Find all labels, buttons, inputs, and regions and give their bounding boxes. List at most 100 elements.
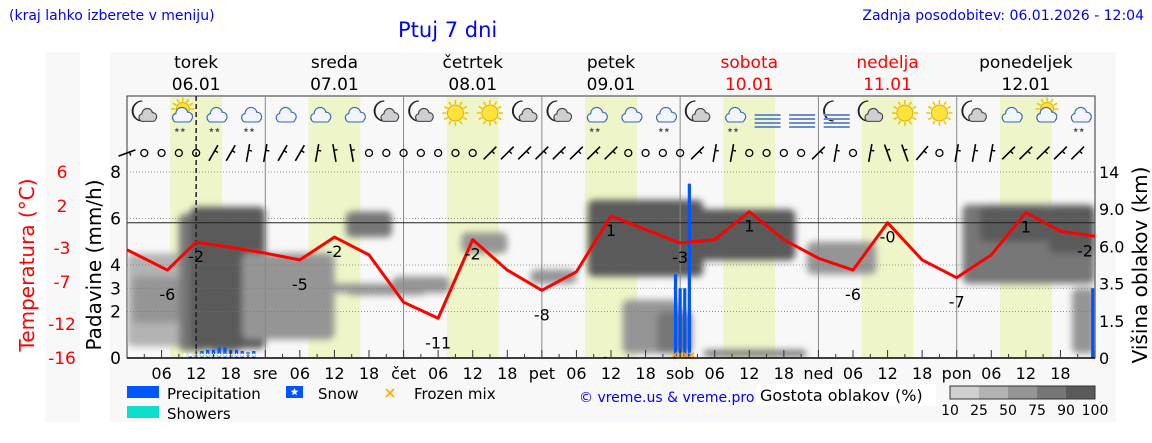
wind-barb [508, 150, 513, 155]
cloud-shape [206, 106, 228, 123]
precip-bar [678, 288, 682, 358]
cloud-icon [621, 106, 643, 123]
hour-tick-label: 18 [635, 364, 655, 383]
day-tick-label: sre [253, 364, 277, 383]
sun-ray [188, 102, 194, 106]
sun-ray [478, 105, 483, 110]
cloud-blob [207, 218, 243, 352]
hour-tick-label: 12 [1016, 364, 1036, 383]
calm-wind-icon [157, 148, 166, 158]
snow-marker [234, 352, 239, 358]
wind-barb [903, 148, 908, 152]
wind-barb [214, 150, 219, 154]
cloud-height-tick: 9.0 [1099, 200, 1124, 219]
sun-disc [930, 104, 948, 122]
sun-shape [442, 100, 469, 126]
wind-barb-icon [332, 143, 338, 163]
wind-shaft [262, 143, 268, 163]
calm-wind-icon [416, 148, 426, 158]
sun-ray [493, 120, 498, 125]
wind-barb-icon [729, 143, 737, 163]
snow-flake [733, 127, 739, 133]
sun-disc [446, 104, 464, 122]
credit-link[interactable]: © vreme.us & vreme.pro [579, 390, 754, 406]
daylight-band [446, 97, 499, 358]
sun-ray [482, 101, 487, 106]
sun-ray [185, 98, 190, 103]
wind-shaft [1018, 146, 1033, 160]
cloud-snow-icon [1070, 106, 1092, 133]
density-tick: 90 [1057, 403, 1075, 419]
temperature-label: -2 [188, 247, 204, 266]
cloud-snow-icon [206, 106, 228, 133]
density-tick: 50 [999, 403, 1017, 419]
temperature-label: 1 [744, 217, 754, 236]
density-swatch [1008, 386, 1037, 399]
sun-ray [443, 116, 449, 121]
calm-wind-icon [796, 148, 806, 158]
calm-wind-icon [848, 148, 858, 158]
temp-axis-title: Temperatura (°C) [15, 178, 39, 352]
cloud-height-tick: 3.5 [1099, 275, 1124, 294]
cloud-icon [344, 106, 366, 123]
snow-legend-star [290, 388, 299, 396]
sun-shape [477, 100, 503, 126]
sun-ray [893, 105, 898, 110]
sun-ray [448, 101, 452, 106]
precip-bar [683, 288, 687, 358]
hour-tick-label: 12 [463, 364, 483, 383]
wind-shaft [729, 143, 735, 163]
cloud-fill [693, 117, 709, 121]
cloud-fill [1072, 117, 1090, 122]
cloud-fill [727, 117, 744, 122]
sun-ray [1040, 98, 1045, 103]
cloud-height-tick: 0 [1099, 349, 1109, 368]
wind-shaft [604, 146, 618, 160]
precip-axis-title: Padavine (mm/h) [82, 179, 106, 350]
cloud-shape [691, 107, 711, 122]
sun-ray [462, 105, 468, 110]
sun-ray [893, 116, 898, 121]
sun-ray [176, 98, 180, 103]
wind-barb [957, 149, 961, 152]
wind-barb-icon [954, 143, 961, 163]
wind-barb-icon [712, 143, 719, 163]
wind-barb-icon [901, 144, 909, 162]
temp-axis-tick: -16 [48, 349, 76, 369]
wind-barb-icon [811, 146, 826, 160]
moon-cloud-icon [511, 100, 538, 122]
sun-ray [943, 101, 947, 106]
cloud-fill [657, 117, 675, 122]
day-name: nedelja [856, 53, 918, 73]
sun-ray [897, 120, 902, 125]
wind-shaft [1070, 146, 1085, 160]
cloud-fill [140, 117, 156, 121]
calm-wind-icon [641, 148, 650, 158]
wind-barb-icon [500, 146, 515, 160]
density-swatch [950, 386, 979, 399]
cloud-icon [275, 106, 297, 123]
calm-wind-icon [745, 148, 754, 158]
wind-shaft [118, 149, 136, 157]
sun-ray [908, 101, 913, 106]
wind-barb [1061, 150, 1066, 155]
sun-ray [462, 116, 468, 121]
wind-shaft [208, 144, 219, 162]
density-title-bg [756, 384, 936, 406]
cloud-shape [415, 107, 434, 122]
wind-barb-icon [569, 146, 584, 160]
sun-ray [908, 120, 913, 125]
wind-barb-icon [1070, 146, 1085, 160]
cloud-fill [346, 117, 364, 122]
precip-axis-tick: 0 [110, 349, 121, 369]
location-hint[interactable]: (kraj lahko izberete v meniju) [9, 8, 215, 24]
wind-barb [698, 150, 703, 155]
hour-tick-label: 06 [290, 364, 310, 383]
temp-axis-tick: -3 [54, 239, 71, 259]
temperature-label: 1 [606, 221, 616, 240]
wind-barb [525, 150, 530, 155]
wind-barb [886, 148, 891, 152]
sun-ray [459, 101, 463, 106]
sun-icon [891, 100, 918, 126]
